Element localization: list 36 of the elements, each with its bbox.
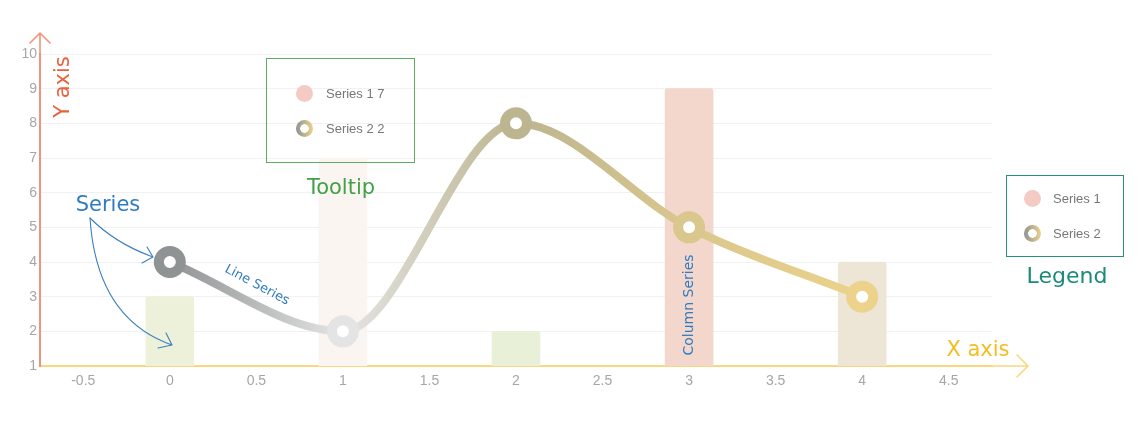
- y-tick-label: 7: [29, 148, 38, 165]
- annotation: Column Series: [679, 254, 697, 356]
- x-tick-label: 1.5: [419, 372, 440, 389]
- point: [326, 315, 359, 348]
- y-tick-label: 5: [29, 218, 38, 235]
- x-tick-label: 2: [512, 372, 521, 389]
- y-tick-label: 2: [29, 322, 38, 339]
- y-tick-label: 3: [29, 287, 38, 304]
- point: [153, 246, 186, 278]
- y-tick-label: 10: [21, 44, 38, 61]
- y-tick-label: 4: [29, 252, 38, 269]
- x-tick-label: 3: [685, 372, 694, 389]
- legend-label: Series 2: [1053, 226, 1101, 241]
- x-tick-label: 4: [858, 372, 867, 389]
- x-tick-label: 0: [165, 372, 174, 389]
- x-tick-label: 0.5: [246, 372, 267, 389]
- y-tick-label: 8: [29, 114, 38, 131]
- annotation: Series 1 7: [326, 85, 385, 101]
- y-tick-label: 9: [29, 79, 38, 96]
- legend-label: Series 1: [1053, 191, 1101, 206]
- x-tick-label: 4.5: [938, 372, 959, 389]
- x-tick-label: 2.5: [592, 372, 613, 389]
- x-tick-label: 3.5: [765, 372, 786, 389]
- annotation: Series 2 2: [326, 120, 385, 136]
- x-tick-label: 1: [339, 372, 348, 389]
- y-tick-label: 1: [29, 356, 38, 373]
- y-axis-title: Y axis: [49, 56, 75, 118]
- text: Legend: [1026, 263, 1108, 289]
- point: [500, 107, 532, 140]
- point: [673, 211, 706, 244]
- annotation: Series: [75, 191, 141, 217]
- x-axis-title: X axis: [946, 336, 1010, 362]
- y-tick-label: 6: [29, 183, 38, 200]
- x-tick-label: -0.5: [71, 372, 96, 389]
- annotation: Tooltip: [306, 174, 376, 200]
- point: [846, 280, 879, 313]
